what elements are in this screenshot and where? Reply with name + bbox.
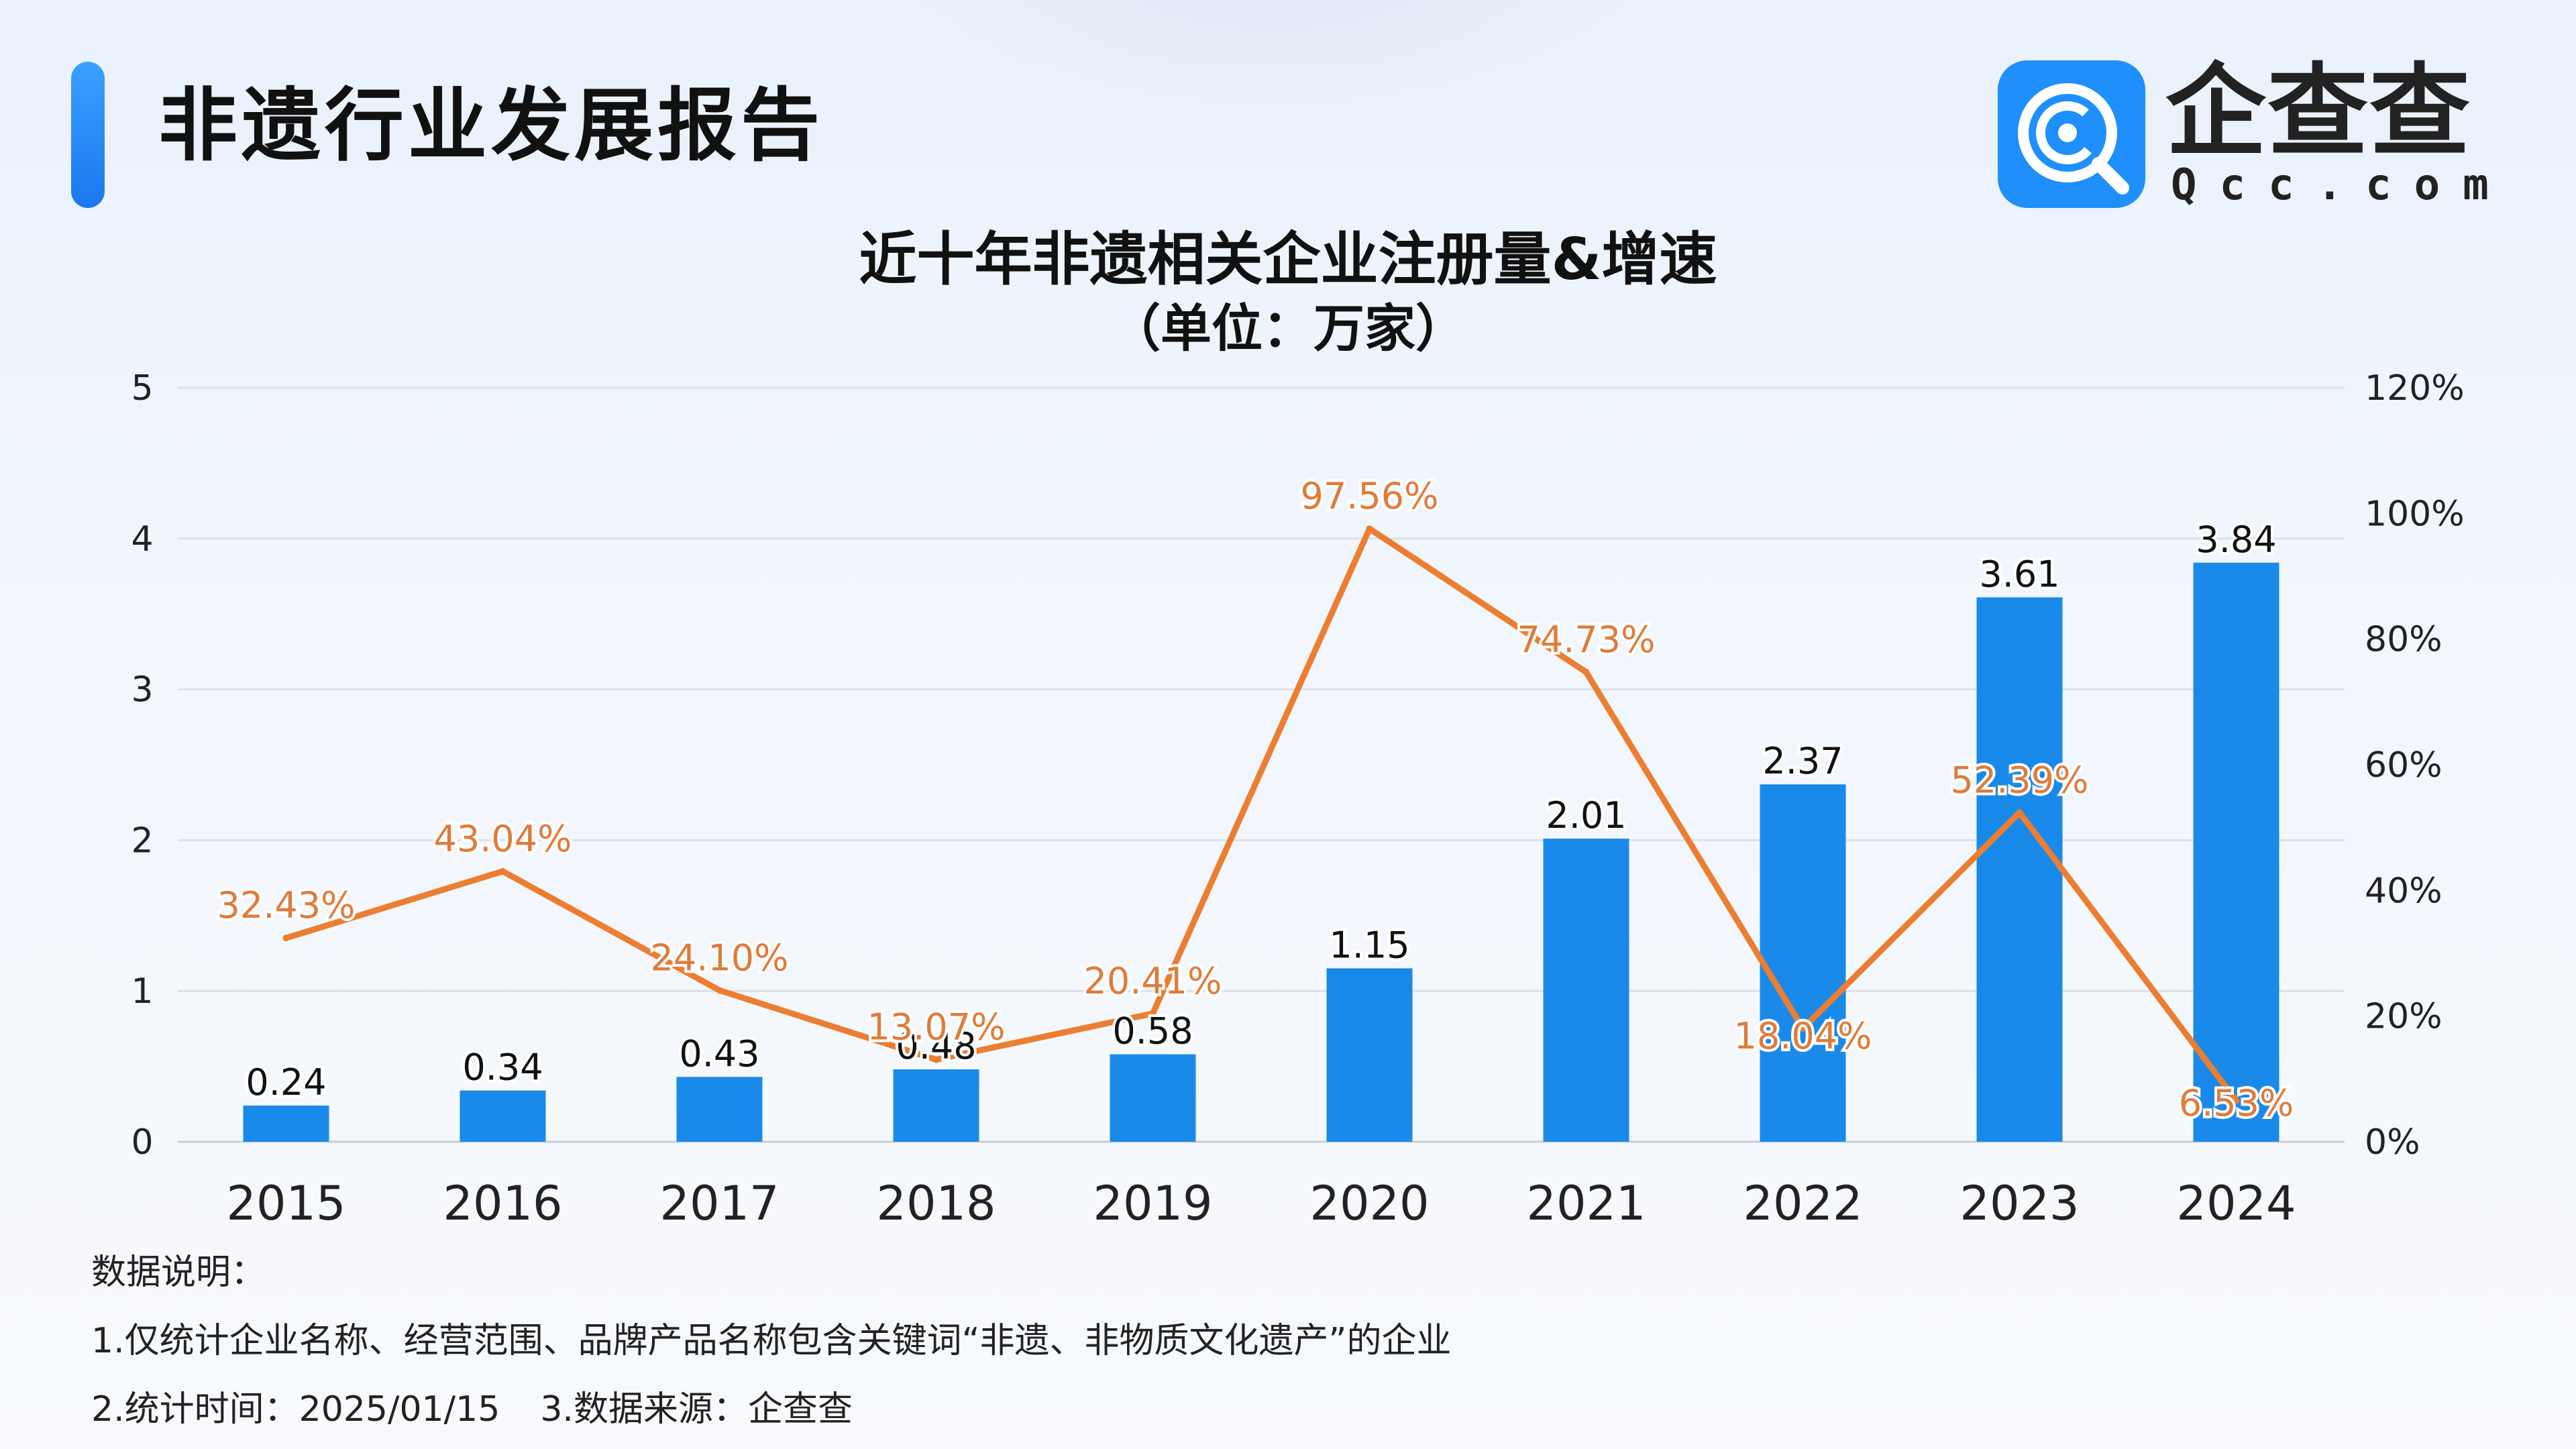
- line-point: [1149, 1010, 1157, 1017]
- bar: [1110, 1054, 1196, 1142]
- y-left-tick-label: 2: [131, 820, 153, 861]
- chart-subtitle: （单位：万家）: [1110, 299, 1466, 358]
- y-right-tick-label: 20%: [2365, 997, 2443, 1037]
- line-value-label: 24.10%: [651, 936, 789, 979]
- notes-data-source: 3.数据来源：企查查: [540, 1389, 853, 1430]
- notes-heading: 数据说明：: [91, 1252, 266, 1293]
- line-point: [932, 1056, 940, 1063]
- line-point: [1582, 669, 1590, 676]
- bar-value-label: 2.01: [1546, 794, 1626, 837]
- x-tick-label: 2020: [1309, 1176, 1429, 1231]
- line-value-label: 43.04%: [434, 818, 572, 860]
- y-left-tick-label: 3: [131, 670, 153, 710]
- x-tick-label: 2017: [659, 1176, 779, 1231]
- x-tick-label: 2019: [1093, 1176, 1212, 1231]
- x-tick-label: 2023: [1960, 1176, 2079, 1231]
- line-point: [1366, 525, 1373, 533]
- line-value-label: 52.39%: [1951, 759, 2089, 801]
- line-value-label: 18.04%: [1734, 1015, 1872, 1057]
- bar-value-label: 0.43: [679, 1032, 759, 1075]
- line-value-label: 20.41%: [1084, 960, 1222, 1002]
- notes-stat-time: 2.统计时间：2025/01/15: [91, 1389, 500, 1430]
- y-right-tick-label: 100%: [2365, 494, 2465, 534]
- x-tick-label: 2021: [1526, 1176, 1646, 1231]
- y-left-tick-label: 1: [131, 971, 153, 1012]
- bar: [1543, 839, 1629, 1142]
- y-left-tick-label: 0: [131, 1122, 153, 1163]
- bar-value-label: 0.58: [1112, 1010, 1193, 1053]
- qcc-logo-icon: [1998, 60, 2145, 208]
- bar: [460, 1090, 546, 1142]
- line-value-label: 97.56%: [1301, 475, 1439, 517]
- bar: [1976, 597, 2063, 1142]
- notes-line-2: 2.统计时间：2025/01/15 3.数据来源：企查查: [91, 1386, 853, 1433]
- y-left-tick-label: 4: [131, 519, 153, 559]
- line-value-label: 32.43%: [217, 884, 356, 926]
- x-tick-label: 2016: [443, 1176, 562, 1231]
- y-right-tick-label: 80%: [2365, 620, 2443, 660]
- line-point: [499, 867, 506, 875]
- notes-line-1: 1.仅统计企业名称、经营范围、品牌产品名称包含关键词“非遗、非物质文化遗产”的企…: [91, 1321, 1452, 1361]
- title-accent-bar: [71, 62, 105, 208]
- line-value-label: 13.07%: [867, 1006, 1006, 1049]
- bar-value-label: 1.15: [1329, 924, 1409, 966]
- line-point: [282, 934, 290, 942]
- x-tick-label: 2022: [1743, 1176, 1862, 1231]
- logo-domain: Qcc.com: [2171, 160, 2512, 210]
- chart-title: 近十年非遗相关企业注册量&增速: [859, 226, 1717, 293]
- line-value-label: 6.53%: [2179, 1082, 2294, 1124]
- bar: [893, 1069, 979, 1142]
- x-tick-label: 2024: [2176, 1176, 2296, 1231]
- bar-value-label: 0.34: [462, 1046, 543, 1089]
- bar-value-label: 0.48: [896, 1025, 976, 1067]
- bar: [243, 1106, 329, 1142]
- bar: [1326, 968, 1413, 1142]
- line-point: [1799, 1025, 1807, 1032]
- y-left-tick-label: 5: [131, 368, 153, 409]
- growth-rate-line: [283, 525, 2239, 1104]
- bar: [2193, 562, 2279, 1142]
- line-value-label: 74.73%: [1517, 619, 1656, 661]
- x-tick-label: 2018: [876, 1176, 996, 1231]
- y-right-tick-label: 0%: [2365, 1122, 2420, 1163]
- y-right-tick-label: 120%: [2365, 368, 2465, 409]
- bar-value-label: 3.61: [1979, 553, 2059, 595]
- line-point: [2233, 1097, 2240, 1104]
- bar-value-label: 0.24: [246, 1061, 326, 1104]
- y-right-tick-label: 60%: [2365, 745, 2443, 786]
- bar: [676, 1077, 763, 1142]
- x-tick-label: 2015: [226, 1176, 345, 1231]
- line-point: [716, 987, 723, 994]
- y-right-tick-label: 40%: [2365, 871, 2443, 911]
- logo-name: 企查查: [2165, 54, 2472, 170]
- page-title: 非遗行业发展报告: [158, 79, 824, 172]
- bar-value-label: 3.84: [2196, 519, 2276, 561]
- bar: [1760, 784, 1846, 1142]
- line-point: [2016, 809, 2023, 816]
- bar-value-label: 2.37: [1762, 740, 1843, 782]
